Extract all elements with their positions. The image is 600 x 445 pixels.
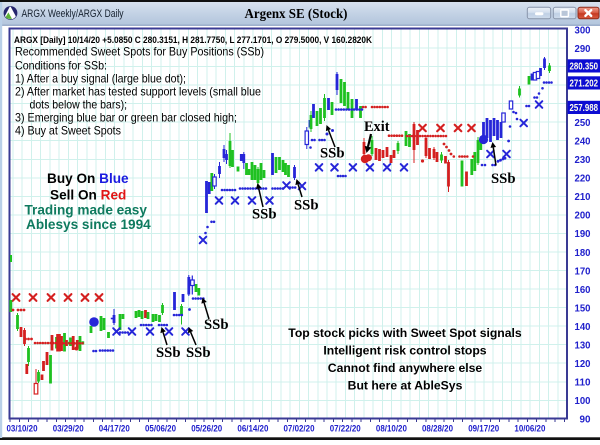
svg-text:150: 150 — [575, 302, 591, 314]
svg-text:SSb: SSb — [204, 316, 229, 333]
svg-text:240: 240 — [575, 136, 591, 148]
svg-text:220: 220 — [575, 173, 591, 185]
svg-text:160: 160 — [575, 284, 591, 296]
svg-text:Conditions for SSb:: Conditions for SSb: — [15, 59, 107, 73]
svg-text:Argenx SE (Stock): Argenx SE (Stock) — [245, 7, 348, 22]
svg-text:SSb: SSb — [156, 344, 181, 361]
svg-text:4) Buy at Sweet Spots: 4) Buy at Sweet Spots — [15, 124, 121, 138]
svg-text:08/10/20: 08/10/20 — [376, 424, 407, 435]
svg-text:210: 210 — [575, 191, 591, 203]
svg-text:ARGX [Daily] 10/14/20 +5.0850: ARGX [Daily] 10/14/20 +5.0850 C 280.3151… — [14, 35, 372, 45]
svg-text:03/29/20: 03/29/20 — [53, 424, 84, 435]
svg-text:ARGX Weekly/ARGX Daily: ARGX Weekly/ARGX Daily — [22, 8, 124, 20]
svg-text:SSb: SSb — [294, 197, 319, 214]
svg-text:Intelligent risk control stops: Intelligent risk control stops — [323, 344, 486, 358]
svg-text:180: 180 — [575, 247, 591, 259]
svg-text:130: 130 — [575, 340, 591, 352]
svg-text:Top stock picks with Sweet Spo: Top stock picks with Sweet Spot signals — [288, 326, 522, 340]
svg-text:271.202: 271.202 — [570, 78, 599, 90]
svg-text:08/28/20: 08/28/20 — [422, 424, 453, 435]
svg-text:SSb: SSb — [491, 170, 516, 187]
svg-text:05/26/20: 05/26/20 — [191, 424, 222, 435]
svg-text:Recommended Sweet Spots for Bu: Recommended Sweet Spots for Buy Position… — [15, 45, 264, 59]
svg-text:dots below the bars);: dots below the bars); — [30, 98, 128, 112]
svg-text:190: 190 — [575, 228, 591, 240]
svg-text:280.350: 280.350 — [570, 61, 599, 73]
svg-text:Exit: Exit — [364, 118, 390, 135]
svg-text:290: 290 — [575, 43, 591, 55]
svg-text:But here at AbleSys: But here at AbleSys — [348, 379, 463, 393]
svg-text:07/02/20: 07/02/20 — [284, 424, 315, 435]
svg-text:SSb: SSb — [252, 206, 277, 223]
svg-text:120: 120 — [575, 358, 591, 370]
svg-text:1) After a buy signal (large b: 1) After a buy signal (large blue dot); — [15, 72, 186, 86]
svg-text:10/06/20: 10/06/20 — [514, 424, 545, 435]
svg-text:SSb: SSb — [186, 344, 211, 361]
svg-text:SSb: SSb — [320, 145, 345, 162]
svg-text:06/14/20: 06/14/20 — [237, 424, 268, 435]
svg-text:110: 110 — [575, 377, 591, 389]
svg-text:250: 250 — [575, 117, 591, 129]
svg-text:90: 90 — [580, 414, 591, 426]
svg-text:230: 230 — [575, 154, 591, 166]
svg-text:Buy On Blue: Buy On Blue — [47, 171, 129, 186]
svg-text:05/06/20: 05/06/20 — [145, 424, 176, 435]
svg-text:03/10/20: 03/10/20 — [7, 424, 38, 435]
svg-text:257.988: 257.988 — [570, 102, 599, 114]
svg-text:Sell On Red: Sell On Red — [50, 188, 126, 203]
svg-text:140: 140 — [575, 321, 591, 333]
svg-text:100: 100 — [575, 395, 591, 407]
svg-text:300: 300 — [575, 24, 591, 36]
svg-text:200: 200 — [575, 210, 591, 222]
svg-text:Cannot find anywhere else: Cannot find anywhere else — [328, 361, 483, 375]
svg-text:Trading made easy: Trading made easy — [25, 203, 148, 218]
svg-text:09/17/20: 09/17/20 — [468, 424, 499, 435]
svg-text:Ablesys since 1994: Ablesys since 1994 — [26, 217, 151, 232]
svg-text:3) Emerging blue bar or green: 3) Emerging blue bar or green bar closed… — [15, 111, 237, 125]
svg-text:170: 170 — [575, 265, 591, 277]
svg-text:2) After market has tested sup: 2) After market has tested support level… — [15, 85, 261, 99]
svg-text:07/22/20: 07/22/20 — [330, 424, 361, 435]
svg-text:04/17/20: 04/17/20 — [99, 424, 130, 435]
